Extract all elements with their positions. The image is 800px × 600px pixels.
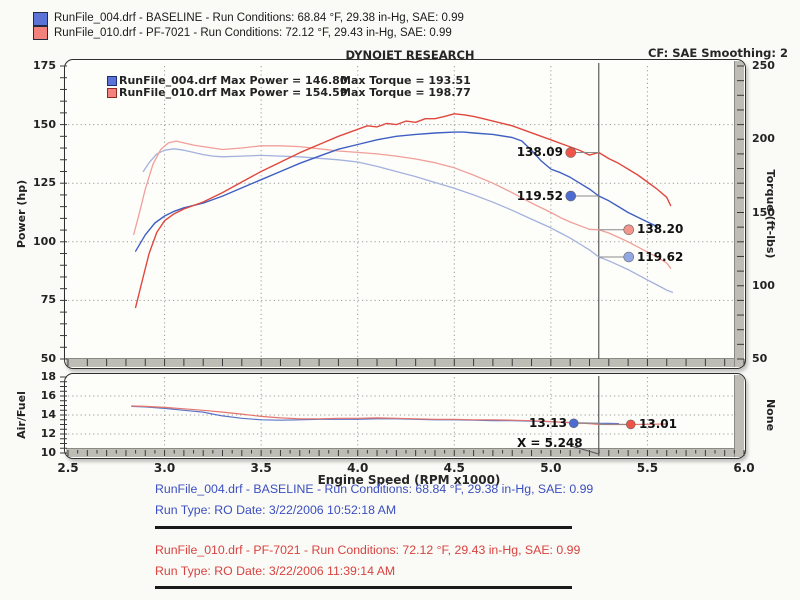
rpm-tick-label: 5.5 [636,461,659,475]
rpm-tick-label: 3.0 [153,461,176,475]
chart-title: DYNOJET RESEARCH [345,48,475,62]
power-tick-label: 125 [33,176,56,190]
run2-color-swatch [33,26,48,40]
x-axis-title: Engine Speed (RPM x1000) [317,473,501,487]
rpm-tick-label: 5.0 [540,461,562,475]
afr-tick-label: 12 [40,427,56,440]
main-bottom-axis-strip [66,358,744,367]
footer-divider-2 [155,586,572,589]
rpm-tick-label: 4.5 [443,461,465,475]
afr-tick-label: 10 [40,446,56,459]
main-chart-panel [64,59,746,369]
torque-tick-label: 250 [752,59,775,72]
marker-label-red-afr: 13.01 [639,417,677,431]
run2-conditions-line: RunFile_010.drf - PF-7021 - Run Conditio… [155,543,581,557]
run2-legend-text: RunFile_010.drf - PF-7021 - Run Conditio… [54,27,452,39]
torque-tick-label: 200 [752,132,775,146]
power-tick-label: 150 [33,117,56,131]
run1-type-date-line: Run Type: RO Date: 3/22/2006 10:52:18 AM [155,503,397,517]
marker-label-red-torque: 138.20 [637,222,684,236]
afr-right-axis-strip [734,375,744,457]
marker-label-blue-torque: 119.62 [637,250,684,264]
torque-tick-label: 150 [752,205,775,219]
run2-type-date-line: Run Type: RO Date: 3/22/2006 11:39:14 AM [155,564,396,578]
marker-label-blue-afr: 13.13 [529,416,567,430]
run1-color-swatch [33,12,48,26]
afr-bottom-axis-strip [66,448,744,457]
rpm-tick-label: 4.0 [347,461,369,475]
power-tick-label: 75 [40,293,56,307]
rpm-tick-label: 6.0 [733,461,755,475]
cursor-x-label: X = 5.248 [517,436,583,450]
rpm-tick-label: 3.5 [250,461,272,475]
footer-divider-1 [155,526,572,529]
marker-label-blue-power: 119.52 [516,189,563,203]
power-tick-label: 175 [33,59,56,72]
afr-tick-label: 16 [40,389,56,402]
legend-run1-power: RunFile_004.drf Max Power = 146.80 [119,74,348,87]
legend-run1-torque: Max Torque = 193.51 [340,74,471,87]
run1-conditions-line: RunFile_004.drf - BASELINE - Run Conditi… [155,482,594,496]
afr-tick-label: 14 [40,408,56,421]
legend-run2-power: RunFile_010.drf Max Power = 154.59 [119,86,348,99]
afr-right-axis-title: None [764,398,777,432]
legend-run2-torque: Max Torque = 198.77 [340,86,471,99]
main-right-axis-strip [734,61,744,367]
legend-swatch-run2 [107,88,117,98]
torque-tick-label: 100 [752,278,775,292]
power-tick-label: 100 [33,234,56,248]
legend-swatch-run1 [107,76,117,86]
marker-label-red-power: 138.09 [516,145,563,159]
correction-smoothing-label: CF: SAE Smoothing: 2 [647,46,788,60]
run1-legend-text: RunFile_004.drf - BASELINE - Run Conditi… [54,12,464,24]
afr-tick-label: 18 [40,370,56,383]
afr-chart-panel [64,373,746,459]
torque-tick-label: 50 [752,352,768,365]
power-tick-label: 50 [40,352,56,365]
rpm-tick-label: 2.5 [57,461,79,475]
